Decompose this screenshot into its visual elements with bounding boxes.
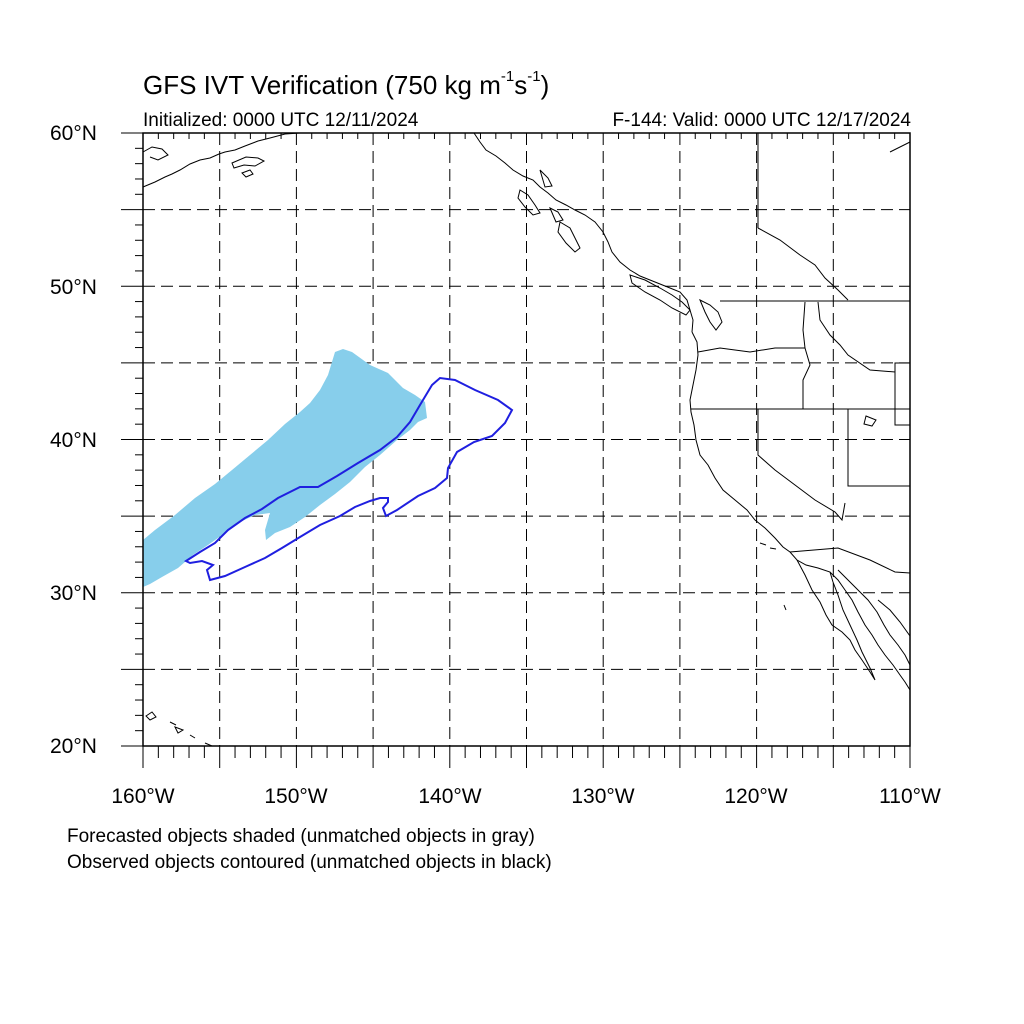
lon-label-150w: 150°W: [264, 785, 328, 808]
channel-islands: [759, 542, 787, 611]
alaska-coast: [142, 132, 301, 188]
nevada-utah-border: [847, 409, 910, 487]
lat-label-30: 30°N: [50, 582, 97, 605]
mexico-mainland-coast: [837, 569, 911, 666]
lat-label-40: 40°N: [50, 429, 97, 452]
legend-observed: Observed objects contoured (unmatched ob…: [67, 852, 552, 873]
baja-california: [796, 559, 876, 681]
lon-label-160w: 160°W: [111, 785, 175, 808]
coastlines-and-borders: [142, 132, 911, 747]
panhandle-coast: [473, 132, 694, 333]
alaska-islands: [231, 156, 266, 178]
great-salt-lake: [863, 415, 877, 427]
lon-label-130w: 130°W: [571, 785, 635, 808]
west-coast: [689, 331, 911, 691]
axis-ticks: [121, 132, 911, 768]
lat-label-20: 20°N: [50, 735, 97, 758]
map-title: GFS IVT Verification (750 kg m-1s-1): [143, 68, 550, 100]
california-nevada-border: [757, 409, 846, 522]
vancouver-island: [629, 274, 691, 316]
lat-lon-grid: [143, 133, 910, 746]
lat-label-50: 50°N: [50, 276, 97, 299]
coast-islands-north: [517, 169, 581, 253]
wyoming-utah-border: [894, 372, 910, 426]
lat-label-60: 60°N: [50, 122, 97, 145]
idaho-montana-border: [817, 301, 910, 373]
lon-label-120w: 120°W: [724, 785, 788, 808]
washington-oregon-border: [697, 347, 805, 353]
lon-label-110w: 110°W: [879, 785, 941, 808]
observed-object-contour: [183, 376, 514, 582]
legend-forecast: Forecasted objects shaded (unmatched obj…: [67, 826, 535, 847]
oregon-idaho-border: [802, 301, 811, 409]
hudson-fragment: [889, 141, 911, 153]
lon-label-140w: 140°W: [418, 785, 482, 808]
initialized-time: Initialized: 0000 UTC 12/11/2024: [143, 110, 419, 131]
hawaii-islands: [145, 711, 213, 747]
forecast-object: [143, 349, 427, 587]
puget-sound: [699, 298, 723, 331]
valid-time: F-144: Valid: 0000 UTC 12/17/2024: [612, 110, 911, 131]
us-mexico-border: [789, 547, 911, 574]
bc-interior-lines: [757, 227, 849, 301]
